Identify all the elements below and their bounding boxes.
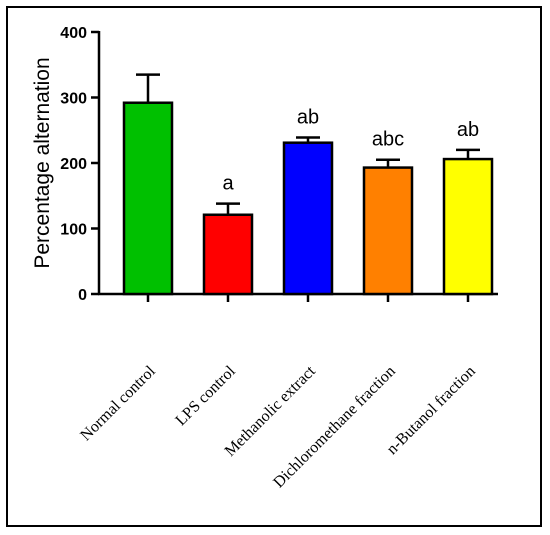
y-tick-label: 300 [60,91,87,108]
category-label: n-Butanol fraction [384,363,479,458]
error-bar [296,136,320,143]
bar [202,213,254,296]
significance-label: ab [297,106,319,128]
y-tick-label: 100 [60,222,87,239]
error-bar [136,73,160,103]
bar [122,101,174,296]
bar [442,157,494,296]
y-tick-label: 0 [78,287,87,304]
error-bar [216,202,240,215]
y-tick-label: 400 [60,25,87,42]
error-bars [136,73,480,215]
error-bar [456,148,480,160]
y-ticks: 0 100 200 300 400 [60,25,99,304]
category-label: LPS control [172,362,239,429]
category-label: Normal control [77,362,159,444]
figure-frame [6,6,542,527]
error-bar [376,158,400,168]
significance-label: abc [372,129,404,151]
bar [282,141,334,296]
significance-labels: a ab abc ab [222,106,479,194]
significance-label: ab [457,119,479,141]
y-tick-label: 200 [60,156,87,173]
x-ticks [146,294,470,302]
y-axis-label: Percentage alternation [31,57,54,268]
bars [122,101,494,296]
significance-label: a [222,173,234,195]
bar [362,166,414,296]
